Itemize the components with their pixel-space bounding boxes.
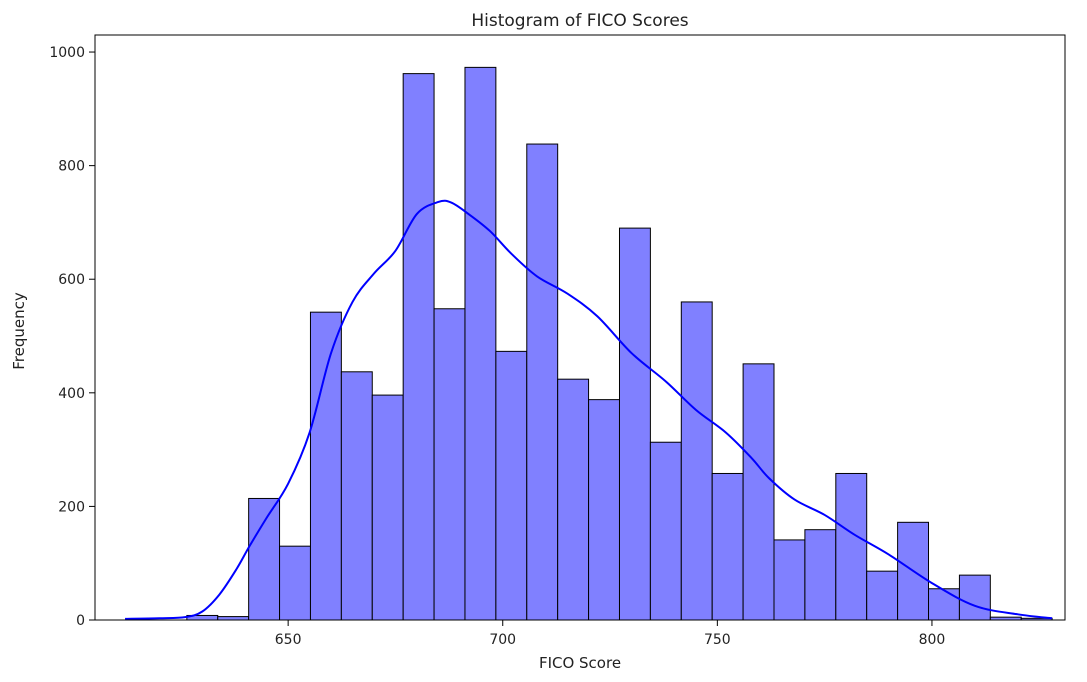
- chart-title: Histogram of FICO Scores: [471, 11, 688, 31]
- plot-area-frame: [94, 34, 1066, 621]
- histogram-bar: [866, 570, 899, 621]
- histogram-bar: [371, 394, 404, 621]
- y-tick-label: 200: [58, 499, 85, 515]
- y-axis-ticks: 0 200 400 600 800 1000: [49, 45, 95, 629]
- x-tick-label: 650: [275, 632, 302, 648]
- histogram-bar: [588, 399, 620, 621]
- histogram-bar: [711, 472, 744, 621]
- x-tick-label: 700: [489, 632, 516, 648]
- histogram-bar: [309, 311, 342, 621]
- histogram-bar: [526, 143, 559, 621]
- y-tick-label: 800: [58, 159, 85, 175]
- histogram-bar: [773, 539, 806, 621]
- histogram-bar: [248, 497, 281, 621]
- x-tick-label: 800: [919, 632, 946, 648]
- y-tick-label: 1000: [49, 45, 85, 61]
- histogram-bar: [464, 66, 497, 621]
- histogram-bar: [742, 363, 775, 621]
- histogram-bar: [618, 227, 651, 621]
- histogram-bar: [340, 371, 373, 621]
- bars-group: [186, 66, 1053, 621]
- histogram-bar: [557, 378, 590, 621]
- x-tick-label: 750: [704, 632, 731, 648]
- histogram-bar: [804, 529, 837, 621]
- histogram-bar: [402, 73, 435, 621]
- y-tick-label: 400: [58, 386, 85, 402]
- histogram-bar: [433, 308, 466, 621]
- kde-curve: [125, 199, 1053, 620]
- histogram-bar: [495, 350, 528, 621]
- histogram-bar: [928, 588, 960, 621]
- x-axis-ticks: 650 700 750 800: [275, 620, 946, 648]
- histogram-bar: [279, 545, 311, 621]
- y-axis-label: Frequency: [10, 292, 28, 370]
- y-tick-label: 0: [76, 613, 85, 629]
- histogram-bar: [958, 574, 991, 621]
- histogram-bar: [835, 472, 868, 621]
- x-axis-label: FICO Score: [539, 654, 621, 672]
- histogram-bar: [649, 441, 682, 621]
- histogram-bar: [217, 616, 250, 621]
- y-tick-label: 600: [58, 272, 85, 288]
- histogram-bar: [680, 301, 713, 621]
